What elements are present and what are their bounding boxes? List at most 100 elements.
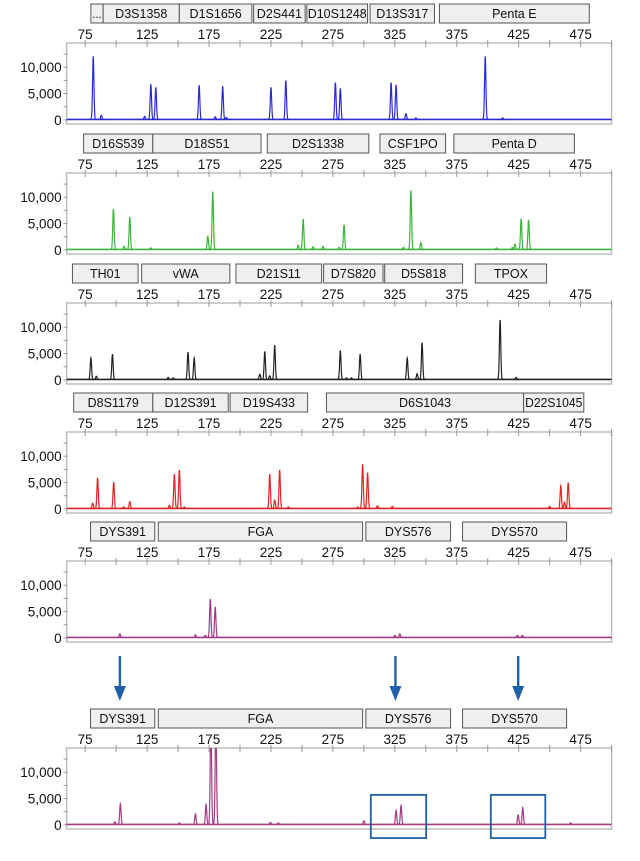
peak — [567, 822, 574, 826]
locus-box — [379, 133, 447, 154]
peak — [565, 482, 572, 510]
locus-box — [152, 392, 229, 413]
x-tick-label: 125 — [136, 416, 159, 431]
x-tick-label: 475 — [569, 287, 592, 302]
x-tick-label: 75 — [78, 732, 93, 747]
locus-label: D13S317 — [376, 7, 428, 21]
peak — [357, 354, 364, 381]
locus-label: TH01 — [90, 267, 121, 281]
locus-box — [253, 3, 306, 24]
peak — [300, 218, 307, 251]
peak — [518, 218, 525, 251]
locus-label: D8S1179 — [88, 396, 139, 410]
peak — [519, 634, 526, 639]
peak — [396, 633, 403, 639]
peak — [515, 813, 522, 826]
y-tick-label: 10,000 — [20, 765, 61, 780]
trace — [66, 748, 612, 826]
locus-box — [365, 708, 452, 729]
highlight-box — [369, 793, 428, 839]
x-tick-label: 275 — [322, 416, 345, 431]
x-tick-label: 275 — [322, 287, 345, 302]
peak — [181, 506, 188, 510]
x-tick-label: 475 — [569, 545, 592, 560]
x-tick-label: 425 — [507, 287, 530, 302]
peak — [493, 247, 500, 251]
y-tick-label: 10,000 — [20, 449, 61, 464]
y-tick-label: 5,000 — [28, 792, 62, 807]
locus-box — [266, 133, 370, 154]
x-tick-label: 425 — [507, 27, 530, 42]
peak — [117, 801, 124, 826]
x-tick-label: 375 — [445, 27, 468, 42]
peak — [126, 500, 133, 510]
plot-frame — [65, 747, 613, 830]
locus-label: FGA — [248, 712, 274, 726]
trace — [66, 190, 612, 251]
peak — [191, 355, 198, 381]
locus-label: Penta D — [492, 137, 537, 151]
x-tick-label: 75 — [78, 545, 93, 560]
locus-label: D12S391 — [164, 396, 216, 410]
locus-box — [229, 392, 309, 413]
locus-label: D2S1338 — [292, 137, 344, 151]
locus-box — [235, 263, 323, 284]
peak — [261, 351, 268, 381]
peak — [212, 116, 219, 121]
locus-label: DYS576 — [385, 525, 432, 539]
peak — [282, 80, 289, 121]
peak — [276, 469, 283, 510]
y-tick-label: 0 — [54, 373, 62, 388]
peak — [557, 483, 564, 510]
peak — [309, 246, 317, 251]
down-arrow-icon — [389, 656, 402, 701]
arrow-head — [389, 686, 402, 701]
x-tick-label: 375 — [445, 157, 468, 172]
locus-label: D1S1656 — [190, 7, 242, 21]
y-tick-label: 10,000 — [20, 60, 61, 75]
locus-label: TPOX — [494, 267, 529, 281]
x-tick-label: 75 — [78, 27, 93, 42]
peak — [267, 87, 275, 121]
plot-frame — [65, 302, 613, 385]
locus-box — [157, 708, 364, 729]
plot-frame — [65, 560, 613, 643]
x-tick-label: 275 — [322, 157, 345, 172]
x-tick-label: 325 — [384, 27, 407, 42]
peak — [212, 748, 219, 826]
x-tick-label: 75 — [78, 287, 93, 302]
peak — [176, 822, 183, 826]
peak — [196, 85, 203, 121]
peak — [275, 822, 282, 826]
trace — [66, 598, 612, 639]
x-tick-label: 275 — [322, 732, 345, 747]
arrow-head — [113, 686, 126, 701]
x-tick-label: 475 — [569, 27, 592, 42]
peak — [285, 506, 292, 510]
down-arrow-icon — [512, 656, 525, 701]
locus-label: Penta E — [492, 7, 536, 21]
peak — [414, 372, 421, 381]
y-tick-label: 10,000 — [20, 578, 61, 593]
peak — [110, 482, 117, 510]
down-arrow-icon — [113, 656, 126, 701]
peak — [271, 345, 278, 381]
locus-label: D6S1043 — [399, 396, 451, 410]
peak — [497, 319, 504, 381]
peak — [219, 86, 226, 121]
peak — [207, 748, 215, 826]
locus-box — [453, 133, 575, 154]
peak — [223, 116, 230, 121]
peak — [332, 82, 339, 121]
peak — [109, 354, 116, 381]
y-tick-label: 5,000 — [28, 347, 62, 362]
peak — [202, 802, 210, 826]
peak — [147, 247, 154, 251]
y-tick-label: 5,000 — [28, 217, 62, 232]
peak — [111, 821, 119, 826]
panel-6: DYS391 FGA DYS576 DYS570 75 125 175 225 275 325 37… — [20, 708, 613, 839]
peak — [359, 464, 366, 510]
peak — [266, 474, 273, 510]
peak — [98, 114, 105, 121]
x-tick-label: 325 — [384, 416, 407, 431]
